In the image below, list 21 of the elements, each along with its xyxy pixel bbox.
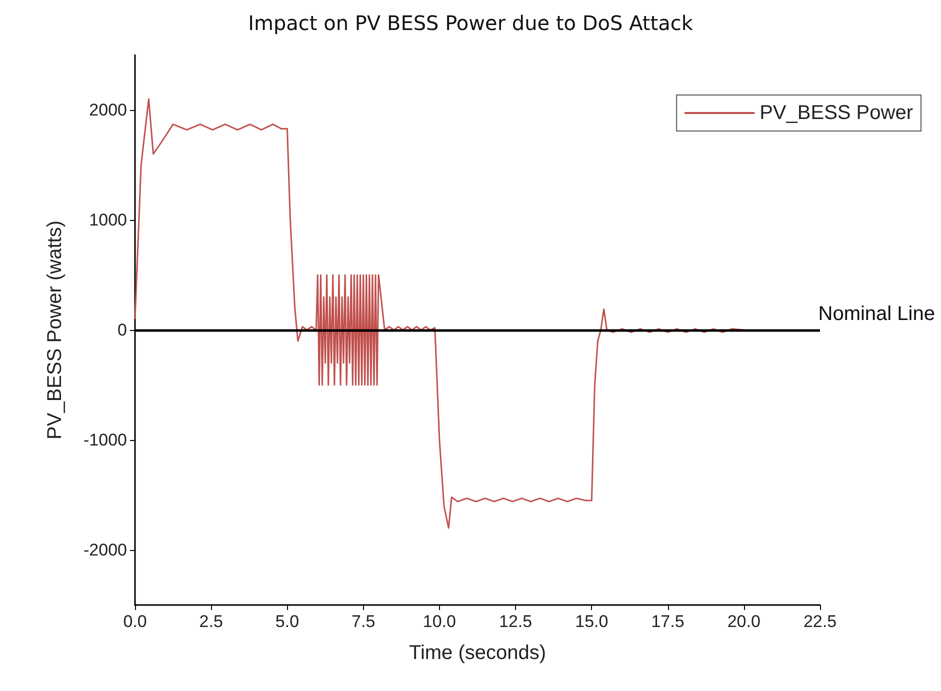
x-axis-title: Time (seconds) bbox=[408, 642, 546, 664]
x-tick-label: 0.0 bbox=[123, 612, 147, 631]
x-tick-label: 2.5 bbox=[199, 612, 223, 631]
x-tick-label: 5.0 bbox=[275, 612, 300, 631]
x-tick-label: 22.5 bbox=[803, 612, 837, 631]
x-tick-label: 10.0 bbox=[422, 612, 456, 631]
x-tick-label: 17.5 bbox=[651, 612, 684, 631]
y-tick-label: -1000 bbox=[84, 430, 127, 450]
legend-label: PV_BESS Power bbox=[760, 102, 914, 124]
x-tick-label: 15.0 bbox=[575, 612, 608, 631]
y-tick-label: 0 bbox=[118, 320, 127, 340]
x-tick-label: 12.5 bbox=[499, 612, 532, 631]
line-series bbox=[134, 98, 745, 529]
x-tick-label: 20.0 bbox=[727, 612, 760, 631]
y-tick-label: 1000 bbox=[89, 210, 127, 230]
chart-title: Impact on PV BESS Power due to DoS Attack bbox=[248, 11, 694, 35]
y-tick-label: 2000 bbox=[89, 100, 127, 120]
x-tick-label: 7.5 bbox=[352, 612, 376, 631]
y-tick-label: -2000 bbox=[84, 540, 127, 560]
y-axis-title: PV_BESS Power (watts) bbox=[44, 220, 66, 440]
ref-line-label: Nominal Line bbox=[818, 303, 935, 325]
